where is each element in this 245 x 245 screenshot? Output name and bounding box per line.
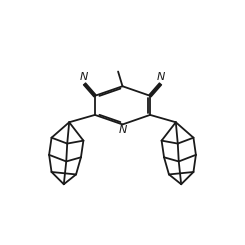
Text: N: N — [119, 125, 127, 135]
Text: N: N — [80, 72, 88, 82]
Text: N: N — [157, 72, 165, 82]
